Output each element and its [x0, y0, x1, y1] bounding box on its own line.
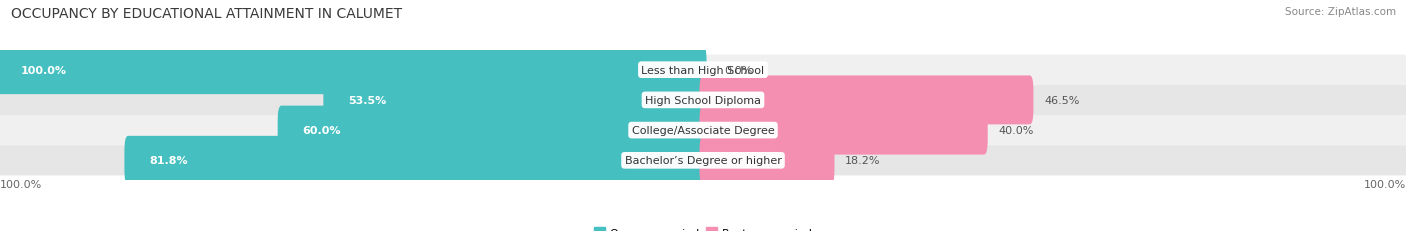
FancyBboxPatch shape — [0, 55, 1406, 85]
Text: 53.5%: 53.5% — [349, 95, 387, 105]
FancyBboxPatch shape — [0, 46, 707, 95]
Text: Bachelor’s Degree or higher: Bachelor’s Degree or higher — [624, 156, 782, 166]
Text: 100.0%: 100.0% — [21, 65, 67, 75]
Text: 46.5%: 46.5% — [1043, 95, 1080, 105]
Text: Source: ZipAtlas.com: Source: ZipAtlas.com — [1285, 7, 1396, 17]
FancyBboxPatch shape — [0, 116, 1406, 146]
Text: 100.0%: 100.0% — [0, 179, 42, 189]
FancyBboxPatch shape — [700, 136, 835, 185]
Legend: Owner-occupied, Renter-occupied: Owner-occupied, Renter-occupied — [589, 223, 817, 231]
Text: High School Diploma: High School Diploma — [645, 95, 761, 105]
Text: 60.0%: 60.0% — [302, 126, 340, 136]
FancyBboxPatch shape — [700, 106, 987, 155]
FancyBboxPatch shape — [700, 76, 1033, 125]
FancyBboxPatch shape — [323, 76, 707, 125]
Text: 0.0%: 0.0% — [724, 65, 752, 75]
FancyBboxPatch shape — [125, 136, 707, 185]
Text: 18.2%: 18.2% — [845, 156, 880, 166]
FancyBboxPatch shape — [278, 106, 707, 155]
Text: OCCUPANCY BY EDUCATIONAL ATTAINMENT IN CALUMET: OCCUPANCY BY EDUCATIONAL ATTAINMENT IN C… — [11, 7, 402, 21]
FancyBboxPatch shape — [0, 85, 1406, 116]
Text: 81.8%: 81.8% — [149, 156, 187, 166]
Text: 40.0%: 40.0% — [998, 126, 1033, 136]
Text: 100.0%: 100.0% — [1364, 179, 1406, 189]
FancyBboxPatch shape — [0, 146, 1406, 176]
Text: College/Associate Degree: College/Associate Degree — [631, 126, 775, 136]
Text: Less than High School: Less than High School — [641, 65, 765, 75]
